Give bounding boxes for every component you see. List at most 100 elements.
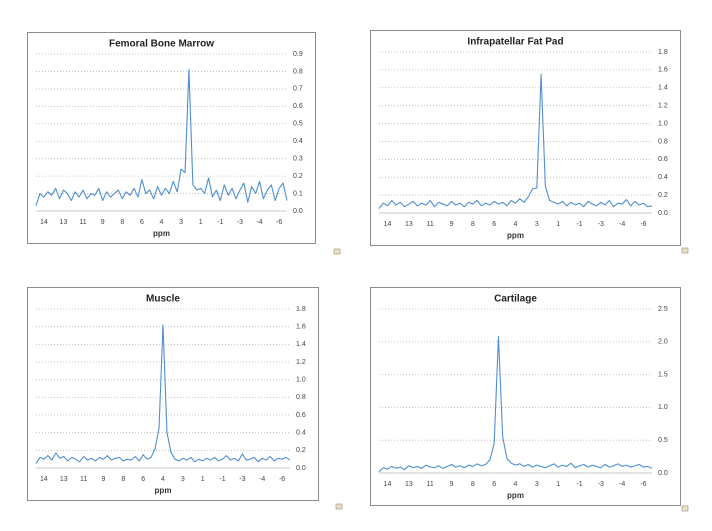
x-tick-label: 1	[201, 476, 205, 483]
x-axis-label: ppm	[507, 491, 524, 500]
x-tick-label: 9	[102, 476, 106, 483]
x-tick-label: 3	[181, 476, 185, 483]
x-tick-label: -6	[640, 481, 646, 488]
y-tick-label: 0.0	[296, 465, 306, 472]
x-tick-label: -3	[237, 219, 243, 226]
x-tick-label: -4	[619, 221, 625, 228]
x-tick-label: 4	[514, 221, 518, 228]
icon	[333, 248, 341, 255]
y-tick-label: 2.0	[658, 339, 668, 346]
x-tick-label: 11	[79, 219, 86, 226]
x-tick-label: 6	[141, 476, 145, 483]
x-tick-label: 8	[121, 476, 125, 483]
data-line	[378, 336, 653, 473]
y-tick-label: 0.5	[658, 437, 668, 444]
x-tick-label: 13	[60, 476, 68, 483]
x-tick-label: -1	[219, 476, 225, 483]
y-tick-label: 0.0	[658, 470, 668, 477]
icon	[335, 503, 343, 510]
x-tick-label: 13	[405, 221, 413, 228]
icon	[681, 247, 689, 254]
x-tick-label: 9	[450, 221, 454, 228]
y-tick-label: 2.5	[658, 306, 668, 313]
y-tick-label: 0.6	[658, 156, 668, 163]
x-tick-label: 9	[450, 481, 454, 488]
x-tick-label: 6	[140, 219, 144, 226]
x-tick-label: 3	[535, 221, 539, 228]
y-tick-label: 0.8	[296, 394, 306, 401]
y-tick-label: 1.8	[296, 306, 306, 313]
x-tick-label: -6	[276, 219, 282, 226]
x-tick-label: -3	[598, 221, 604, 228]
y-tick-label: 1.0	[658, 120, 668, 127]
icon	[681, 505, 689, 512]
chart-title: Cartilage	[494, 294, 537, 305]
x-tick-label: -6	[279, 476, 285, 483]
x-tick-label: 3	[179, 219, 183, 226]
x-tick-label: 14	[40, 219, 48, 226]
x-tick-label: -1	[217, 219, 223, 226]
chart-title: Femoral Bone Marrow	[109, 39, 214, 50]
x-tick-label: 6	[492, 221, 496, 228]
x-tick-label: -3	[598, 481, 604, 488]
x-tick-label: 6	[492, 481, 496, 488]
x-tick-label: 8	[120, 219, 124, 226]
x-tick-label: 1	[556, 481, 560, 488]
x-tick-label: 11	[427, 481, 434, 488]
data-line	[35, 69, 288, 206]
chart-title: Infrapatellar Fat Pad	[467, 37, 563, 48]
x-tick-label: 11	[427, 221, 434, 228]
y-tick-label: 1.6	[658, 67, 668, 74]
x-tick-label: 8	[471, 481, 475, 488]
y-tick-label: 1.0	[296, 377, 306, 384]
x-tick-label: -4	[256, 219, 262, 226]
x-axis-label: ppm	[155, 486, 172, 495]
x-tick-label: 4	[514, 481, 518, 488]
y-tick-label: 0.9	[293, 51, 303, 58]
x-tick-label: 8	[471, 221, 475, 228]
x-tick-label: 4	[161, 476, 165, 483]
x-tick-label: 13	[60, 219, 68, 226]
y-tick-label: 0.0	[658, 210, 668, 217]
x-tick-label: -4	[259, 476, 265, 483]
y-tick-label: 0.6	[293, 103, 303, 110]
y-tick-label: 1.4	[296, 341, 306, 348]
y-tick-label: 1.5	[658, 371, 668, 378]
chart-title: Muscle	[146, 294, 180, 305]
y-tick-label: 0.6	[296, 412, 306, 419]
y-tick-label: 0.0	[293, 208, 303, 215]
y-tick-label: 0.3	[293, 156, 303, 163]
x-tick-label: 4	[160, 219, 164, 226]
y-tick-label: 0.2	[293, 173, 303, 180]
x-tick-label: 14	[40, 476, 48, 483]
y-tick-label: 1.4	[658, 85, 668, 92]
y-tick-label: 0.7	[293, 86, 303, 93]
y-tick-label: 0.4	[658, 174, 668, 181]
y-tick-label: 1.2	[658, 103, 668, 110]
x-tick-label: -6	[640, 221, 646, 228]
chart-frame	[27, 32, 316, 244]
x-tick-label: 14	[384, 481, 392, 488]
y-tick-label: 0.2	[296, 447, 306, 454]
y-tick-label: 0.4	[296, 430, 306, 437]
x-tick-label: 13	[405, 481, 413, 488]
x-tick-label: -1	[576, 481, 582, 488]
x-tick-label: -3	[239, 476, 245, 483]
y-tick-label: 0.8	[293, 68, 303, 75]
y-tick-label: 0.1	[293, 190, 303, 197]
y-tick-label: 1.8	[658, 49, 668, 56]
x-tick-label: 1	[199, 219, 203, 226]
data-line	[378, 73, 653, 209]
x-tick-label: 9	[101, 219, 105, 226]
y-tick-label: 0.2	[658, 192, 668, 199]
y-tick-label: 1.2	[296, 359, 306, 366]
x-tick-label: 3	[535, 481, 539, 488]
y-tick-label: 0.5	[293, 121, 303, 128]
x-tick-label: -4	[619, 481, 625, 488]
chart-frame	[27, 287, 319, 501]
chart-frame	[370, 30, 681, 246]
y-tick-label: 1.6	[296, 324, 306, 331]
x-axis-label: ppm	[507, 231, 524, 240]
y-tick-label: 0.4	[293, 138, 303, 145]
